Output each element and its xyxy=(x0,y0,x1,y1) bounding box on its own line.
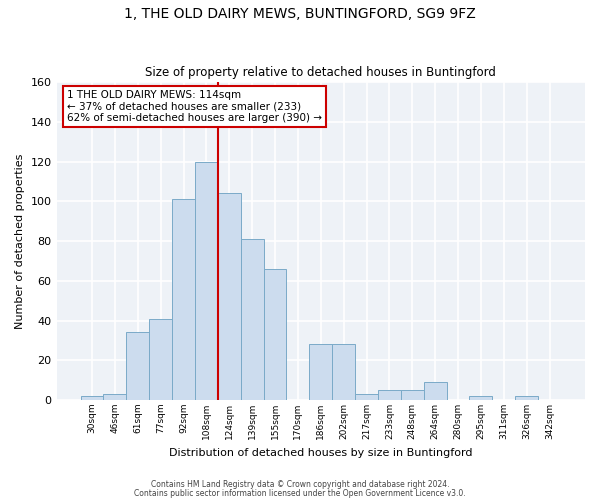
Text: Contains HM Land Registry data © Crown copyright and database right 2024.: Contains HM Land Registry data © Crown c… xyxy=(151,480,449,489)
Bar xyxy=(172,200,195,400)
Text: 1, THE OLD DAIRY MEWS, BUNTINGFORD, SG9 9FZ: 1, THE OLD DAIRY MEWS, BUNTINGFORD, SG9 … xyxy=(124,8,476,22)
Y-axis label: Number of detached properties: Number of detached properties xyxy=(15,154,25,328)
Bar xyxy=(218,194,241,400)
Bar xyxy=(355,394,378,400)
Bar xyxy=(103,394,127,400)
Bar xyxy=(127,332,149,400)
Bar xyxy=(263,269,286,400)
Bar xyxy=(469,396,493,400)
Bar xyxy=(241,239,263,400)
Bar xyxy=(195,162,218,400)
X-axis label: Distribution of detached houses by size in Buntingford: Distribution of detached houses by size … xyxy=(169,448,473,458)
Text: 1 THE OLD DAIRY MEWS: 114sqm
← 37% of detached houses are smaller (233)
62% of s: 1 THE OLD DAIRY MEWS: 114sqm ← 37% of de… xyxy=(67,90,322,123)
Title: Size of property relative to detached houses in Buntingford: Size of property relative to detached ho… xyxy=(145,66,496,80)
Bar xyxy=(378,390,401,400)
Text: Contains public sector information licensed under the Open Government Licence v3: Contains public sector information licen… xyxy=(134,488,466,498)
Bar xyxy=(424,382,446,400)
Bar xyxy=(515,396,538,400)
Bar xyxy=(80,396,103,400)
Bar xyxy=(401,390,424,400)
Bar xyxy=(310,344,332,400)
Bar xyxy=(149,318,172,400)
Bar xyxy=(332,344,355,400)
